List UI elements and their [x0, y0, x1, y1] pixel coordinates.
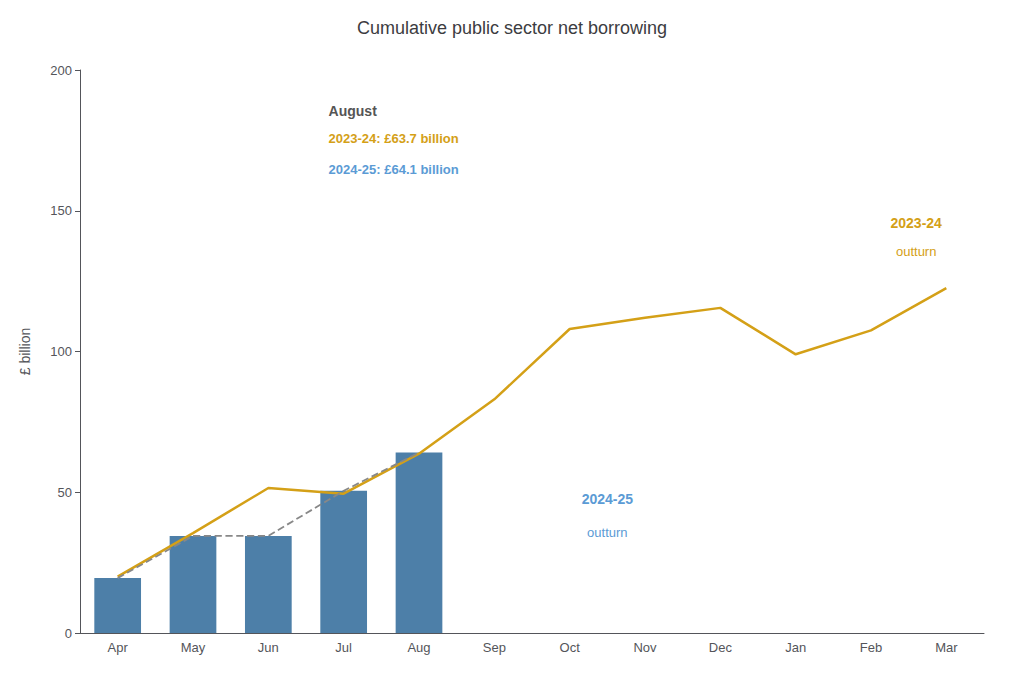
svg-text:Cumulative public sector net b: Cumulative public sector net borrowing	[357, 18, 667, 38]
svg-text:Jul: Jul	[335, 640, 352, 655]
svg-text:£ billion: £ billion	[17, 328, 33, 375]
svg-text:May: May	[181, 640, 206, 655]
svg-text:Dec: Dec	[709, 640, 733, 655]
svg-text:0: 0	[65, 626, 72, 641]
svg-text:2023-24: £63.7 billion: 2023-24: £63.7 billion	[329, 131, 459, 146]
svg-text:50: 50	[58, 485, 72, 500]
svg-text:Sep: Sep	[483, 640, 506, 655]
svg-text:100: 100	[50, 344, 72, 359]
svg-text:Nov: Nov	[633, 640, 657, 655]
svg-text:outturn: outturn	[896, 244, 936, 259]
svg-text:Mar: Mar	[935, 640, 958, 655]
svg-text:August: August	[329, 103, 378, 119]
svg-text:Aug: Aug	[407, 640, 430, 655]
svg-text:outturn: outturn	[587, 525, 627, 540]
svg-text:Oct: Oct	[560, 640, 581, 655]
svg-text:2023-24: 2023-24	[891, 215, 943, 231]
svg-text:200: 200	[50, 63, 72, 78]
svg-text:Apr: Apr	[108, 640, 129, 655]
svg-text:150: 150	[50, 203, 72, 218]
svg-text:2024-25: £64.1 billion: 2024-25: £64.1 billion	[329, 162, 459, 177]
svg-text:Feb: Feb	[860, 640, 882, 655]
svg-text:Jan: Jan	[785, 640, 806, 655]
svg-text:2024-25: 2024-25	[582, 491, 634, 507]
svg-text:Jun: Jun	[258, 640, 279, 655]
